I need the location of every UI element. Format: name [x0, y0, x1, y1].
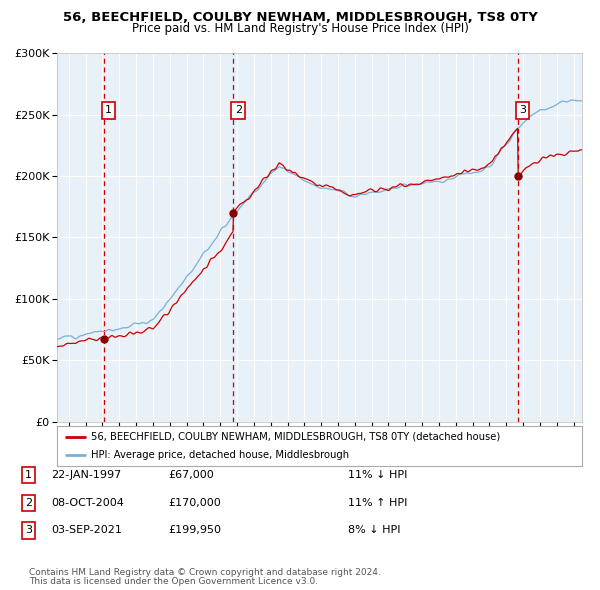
Text: HPI: Average price, detached house, Middlesbrough: HPI: Average price, detached house, Midd…: [91, 450, 349, 460]
Text: 2: 2: [25, 498, 32, 507]
Text: £199,950: £199,950: [168, 526, 221, 535]
Text: 56, BEECHFIELD, COULBY NEWHAM, MIDDLESBROUGH, TS8 0TY (detached house): 56, BEECHFIELD, COULBY NEWHAM, MIDDLESBR…: [91, 432, 500, 442]
Text: 1: 1: [105, 105, 112, 115]
Text: 8% ↓ HPI: 8% ↓ HPI: [348, 526, 401, 535]
Text: £170,000: £170,000: [168, 498, 221, 507]
Text: 11% ↓ HPI: 11% ↓ HPI: [348, 470, 407, 480]
Text: 3: 3: [25, 526, 32, 535]
Text: 3: 3: [519, 105, 526, 115]
Text: 11% ↑ HPI: 11% ↑ HPI: [348, 498, 407, 507]
Text: 08-OCT-2004: 08-OCT-2004: [51, 498, 124, 507]
Text: 1: 1: [25, 470, 32, 480]
Text: £67,000: £67,000: [168, 470, 214, 480]
Text: This data is licensed under the Open Government Licence v3.0.: This data is licensed under the Open Gov…: [29, 577, 318, 586]
Text: Price paid vs. HM Land Registry's House Price Index (HPI): Price paid vs. HM Land Registry's House …: [131, 22, 469, 35]
Text: Contains HM Land Registry data © Crown copyright and database right 2024.: Contains HM Land Registry data © Crown c…: [29, 568, 380, 576]
Text: 03-SEP-2021: 03-SEP-2021: [51, 526, 122, 535]
Text: 22-JAN-1997: 22-JAN-1997: [51, 470, 121, 480]
Text: 56, BEECHFIELD, COULBY NEWHAM, MIDDLESBROUGH, TS8 0TY: 56, BEECHFIELD, COULBY NEWHAM, MIDDLESBR…: [62, 11, 538, 24]
Text: 2: 2: [235, 105, 242, 115]
